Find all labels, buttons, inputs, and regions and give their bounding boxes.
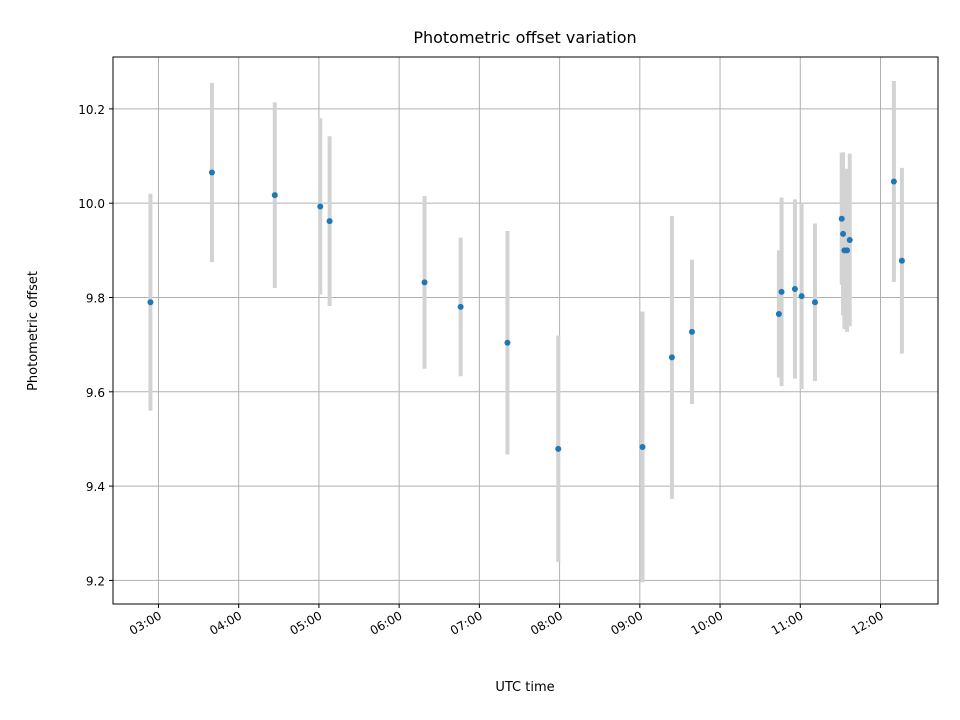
data-point [798, 293, 805, 300]
data-point [775, 310, 782, 317]
data-point [421, 279, 428, 286]
data-point [846, 236, 853, 243]
data-point [639, 443, 646, 450]
data-point [811, 299, 818, 306]
y-tick-label: 9.6 [86, 386, 105, 400]
data-point [555, 445, 562, 452]
data-point [457, 303, 464, 310]
y-tick-label: 9.8 [86, 291, 105, 305]
y-tick-label: 9.2 [86, 574, 105, 588]
data-point [838, 215, 845, 222]
data-point [271, 192, 278, 199]
data-points [147, 169, 905, 452]
y-tick-label: 10.2 [78, 103, 105, 117]
y-axis-label: Photometric offset [26, 271, 41, 391]
chart-title: Photometric offset variation [413, 28, 636, 47]
data-point [898, 257, 905, 264]
data-point [791, 286, 798, 293]
data-point [890, 178, 897, 185]
data-point [147, 299, 154, 306]
data-point [208, 169, 215, 176]
data-point [844, 247, 851, 254]
plot-frame [112, 56, 939, 605]
data-point [326, 218, 333, 225]
y-tick-label: 10.0 [78, 197, 105, 211]
x-axis-label: UTC time [495, 680, 554, 695]
data-point [668, 354, 675, 361]
data-point [840, 230, 847, 237]
data-point [778, 288, 785, 295]
data-point [504, 339, 511, 346]
y-tick-label: 9.4 [86, 480, 105, 494]
data-point [688, 328, 695, 335]
data-point [317, 203, 324, 210]
